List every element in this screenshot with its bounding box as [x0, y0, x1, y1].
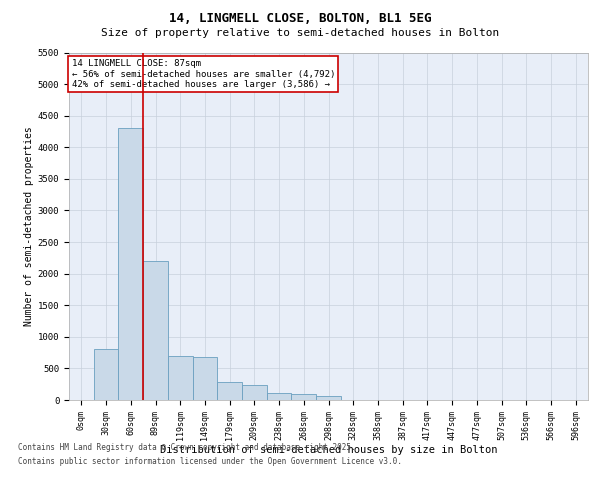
Bar	[292, 394, 316, 400]
Bar	[168, 356, 193, 400]
Text: 14 LINGMELL CLOSE: 87sqm
← 56% of semi-detached houses are smaller (4,792)
42% o: 14 LINGMELL CLOSE: 87sqm ← 56% of semi-d…	[71, 60, 335, 89]
Bar	[217, 382, 242, 400]
Text: Contains public sector information licensed under the Open Government Licence v3: Contains public sector information licen…	[18, 458, 402, 466]
Bar	[242, 385, 267, 400]
X-axis label: Distribution of semi-detached houses by size in Bolton: Distribution of semi-detached houses by …	[160, 446, 497, 456]
Bar	[94, 350, 118, 400]
Bar	[267, 393, 292, 400]
Text: Size of property relative to semi-detached houses in Bolton: Size of property relative to semi-detach…	[101, 28, 499, 38]
Bar	[193, 357, 217, 400]
Text: 14, LINGMELL CLOSE, BOLTON, BL1 5EG: 14, LINGMELL CLOSE, BOLTON, BL1 5EG	[169, 12, 431, 26]
Bar	[143, 261, 168, 400]
Text: Contains HM Land Registry data © Crown copyright and database right 2025.: Contains HM Land Registry data © Crown c…	[18, 442, 356, 452]
Y-axis label: Number of semi-detached properties: Number of semi-detached properties	[23, 126, 34, 326]
Bar	[118, 128, 143, 400]
Bar	[316, 396, 341, 400]
